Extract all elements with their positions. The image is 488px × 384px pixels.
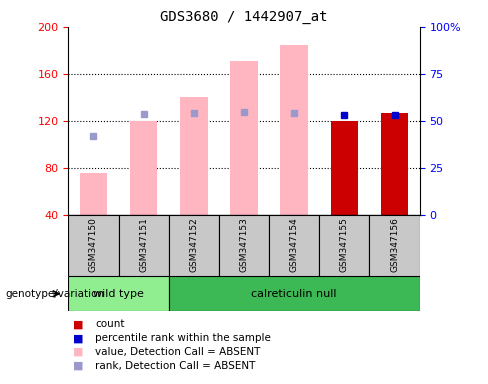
Bar bbox=[269, 215, 319, 276]
Text: genotype/variation: genotype/variation bbox=[5, 289, 104, 299]
Text: GSM347156: GSM347156 bbox=[390, 217, 399, 272]
Text: GSM347152: GSM347152 bbox=[189, 217, 198, 272]
Text: wild type: wild type bbox=[93, 289, 144, 299]
Bar bbox=[169, 215, 219, 276]
Text: rank, Detection Call = ABSENT: rank, Detection Call = ABSENT bbox=[95, 361, 256, 371]
Bar bbox=[330, 121, 358, 215]
Text: GSM347151: GSM347151 bbox=[139, 217, 148, 272]
Bar bbox=[230, 61, 258, 215]
Bar bbox=[119, 215, 169, 276]
Text: ■: ■ bbox=[73, 333, 84, 343]
Bar bbox=[68, 276, 169, 311]
Text: ■: ■ bbox=[73, 347, 84, 357]
Bar bbox=[369, 215, 420, 276]
Title: GDS3680 / 1442907_at: GDS3680 / 1442907_at bbox=[160, 10, 328, 25]
Bar bbox=[169, 276, 420, 311]
Text: GSM347153: GSM347153 bbox=[240, 217, 248, 272]
Bar bbox=[281, 45, 308, 215]
Text: GSM347154: GSM347154 bbox=[290, 217, 299, 272]
Text: count: count bbox=[95, 319, 124, 329]
Bar bbox=[319, 215, 369, 276]
Text: value, Detection Call = ABSENT: value, Detection Call = ABSENT bbox=[95, 347, 261, 357]
Text: ■: ■ bbox=[73, 361, 84, 371]
Bar bbox=[180, 98, 207, 215]
Bar bbox=[130, 121, 158, 215]
Bar bbox=[68, 215, 119, 276]
Text: GSM347150: GSM347150 bbox=[89, 217, 98, 272]
Bar bbox=[381, 113, 408, 215]
Bar bbox=[80, 173, 107, 215]
Text: calreticulin null: calreticulin null bbox=[251, 289, 337, 299]
Bar bbox=[219, 215, 269, 276]
Text: percentile rank within the sample: percentile rank within the sample bbox=[95, 333, 271, 343]
Text: ■: ■ bbox=[73, 319, 84, 329]
Text: GSM347155: GSM347155 bbox=[340, 217, 349, 272]
